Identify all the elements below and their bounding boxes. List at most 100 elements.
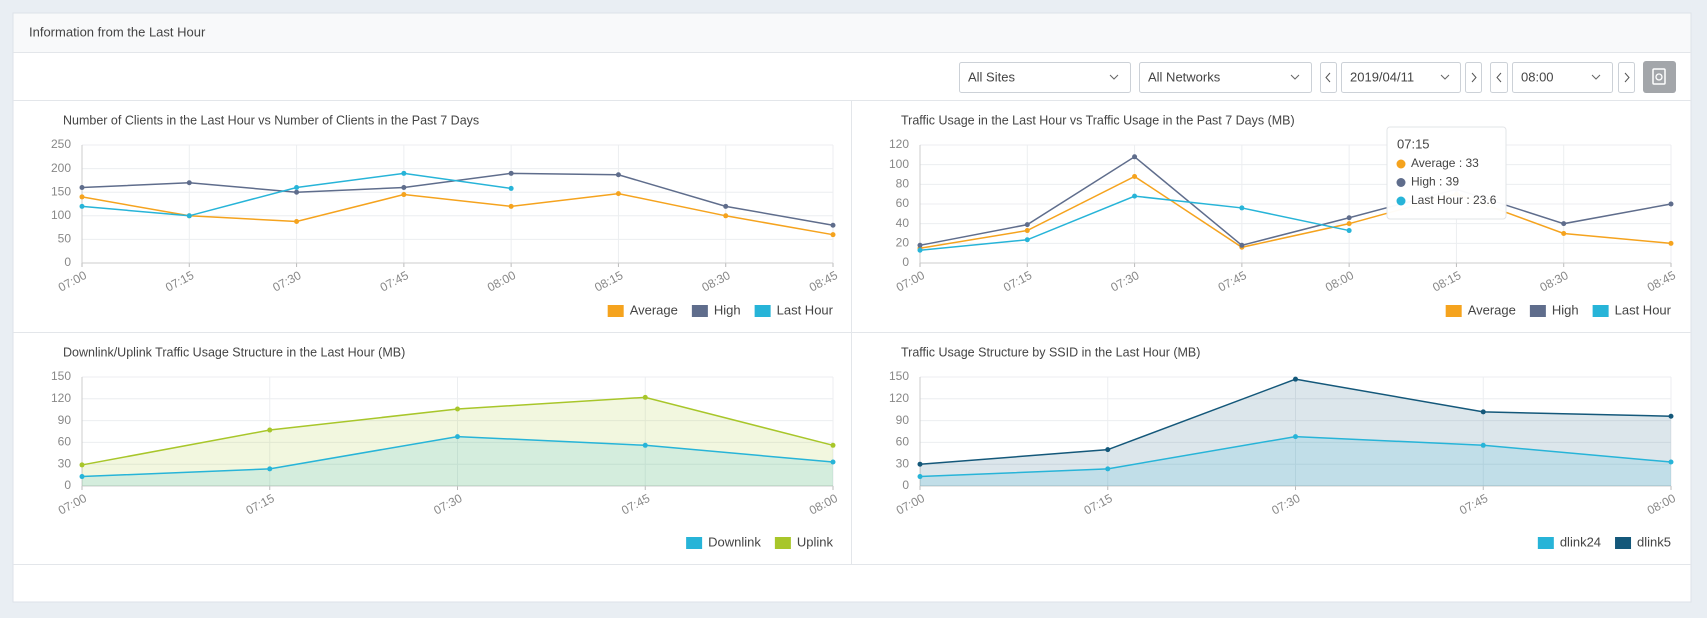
legend-swatch <box>1529 305 1546 317</box>
point <box>1346 228 1352 234</box>
tooltip: 07:15 Average : 33 High : 39 Last Hour : 23… <box>1386 126 1507 220</box>
point <box>615 191 621 197</box>
point <box>830 222 836 228</box>
point <box>642 442 648 448</box>
point <box>79 462 85 468</box>
point <box>401 192 407 198</box>
point <box>917 474 923 480</box>
button[interactable] <box>1320 62 1337 93</box>
point <box>401 184 407 190</box>
tooltip-item: High : 39 <box>1411 175 1459 189</box>
legend-swatch <box>607 305 624 317</box>
point <box>830 232 836 238</box>
point <box>1668 459 1674 465</box>
point <box>508 170 514 176</box>
point <box>1024 222 1030 228</box>
select-box[interactable] <box>959 62 1131 93</box>
legend-label: High <box>714 302 741 317</box>
network-select[interactable]: All Networks <box>1139 62 1312 93</box>
point <box>917 242 923 248</box>
point <box>1668 201 1674 207</box>
panel-title: Information from the Last Hour <box>29 24 206 39</box>
point <box>401 170 407 176</box>
select-box[interactable] <box>1139 62 1312 93</box>
date-select[interactable]: 2019/04/11 <box>1341 62 1461 93</box>
point <box>508 185 514 191</box>
legend-label: dlink5 <box>1637 534 1671 549</box>
point <box>1346 215 1352 221</box>
point <box>508 203 514 209</box>
point <box>1293 434 1298 440</box>
date-prev[interactable] <box>1320 62 1337 93</box>
select-box[interactable] <box>1512 62 1613 93</box>
chart-title: Number of Clients in the Last Hour vs Nu… <box>63 113 479 127</box>
y-tick-label: 120 <box>889 391 909 405</box>
point <box>917 247 923 253</box>
time-select[interactable]: 08:00 <box>1512 62 1613 93</box>
date-next[interactable] <box>1465 62 1482 93</box>
point <box>267 427 273 433</box>
site-select[interactable]: All Sites <box>959 62 1131 93</box>
point <box>1239 242 1245 248</box>
legend-label: Downlink <box>708 534 761 549</box>
point <box>267 466 273 472</box>
tooltip-dot <box>1396 196 1406 206</box>
search-button[interactable] <box>1643 61 1676 93</box>
point <box>79 184 85 190</box>
line <box>81 192 834 236</box>
line <box>919 175 1672 249</box>
point <box>1561 231 1567 236</box>
legend-label: Average <box>1468 302 1516 317</box>
legend-swatch <box>1615 537 1632 549</box>
area <box>920 436 1671 486</box>
arrow <box>1496 72 1502 83</box>
legend-label: Average <box>630 302 678 317</box>
legend-swatch <box>1445 305 1462 317</box>
y-tick-label: 120 <box>889 137 909 151</box>
button[interactable] <box>1618 62 1635 93</box>
legend-swatch <box>1592 305 1609 317</box>
point <box>1132 173 1138 179</box>
legend-swatch <box>774 537 791 549</box>
y-tick-label: 100 <box>889 157 909 171</box>
point <box>1024 237 1030 243</box>
area <box>82 397 833 486</box>
tooltip-title: 07:15 <box>1397 136 1430 151</box>
y-tick-label: 0 <box>64 478 71 492</box>
point <box>642 394 648 400</box>
tooltip-box <box>1386 126 1507 220</box>
y-tick-label: 120 <box>51 391 71 405</box>
tooltip-dot <box>1396 178 1406 187</box>
legend-label: dlink24 <box>1560 534 1601 549</box>
button[interactable] <box>1643 61 1676 93</box>
line <box>919 155 1672 247</box>
time-prev[interactable] <box>1490 62 1508 93</box>
chevron <box>1440 74 1450 80</box>
button[interactable] <box>1465 62 1482 93</box>
y-tick-label: 0 <box>902 255 909 269</box>
point <box>294 218 300 224</box>
point <box>1668 413 1674 419</box>
button[interactable] <box>1490 62 1508 93</box>
y-tick-label: 60 <box>896 435 910 449</box>
legend-label: Last Hour <box>777 302 834 317</box>
panel-header <box>13 13 1691 53</box>
y-tick-label: 20 <box>896 236 910 250</box>
chart: Downlink/Uplink Traffic Usage Structure … <box>51 345 840 549</box>
time-next[interactable] <box>1618 62 1635 93</box>
y-tick-label: 30 <box>896 456 910 470</box>
select-value: All Sites <box>968 69 1015 84</box>
y-tick-label: 0 <box>902 478 909 492</box>
arrow <box>1624 72 1630 83</box>
point <box>1132 154 1138 160</box>
legend-swatch <box>1537 537 1554 549</box>
area <box>82 436 833 486</box>
point <box>79 194 85 200</box>
select-box[interactable] <box>1341 62 1461 93</box>
y-tick-label: 0 <box>64 255 71 269</box>
area <box>920 379 1671 486</box>
point <box>830 442 836 448</box>
point <box>917 461 923 467</box>
chevron <box>1109 74 1119 80</box>
